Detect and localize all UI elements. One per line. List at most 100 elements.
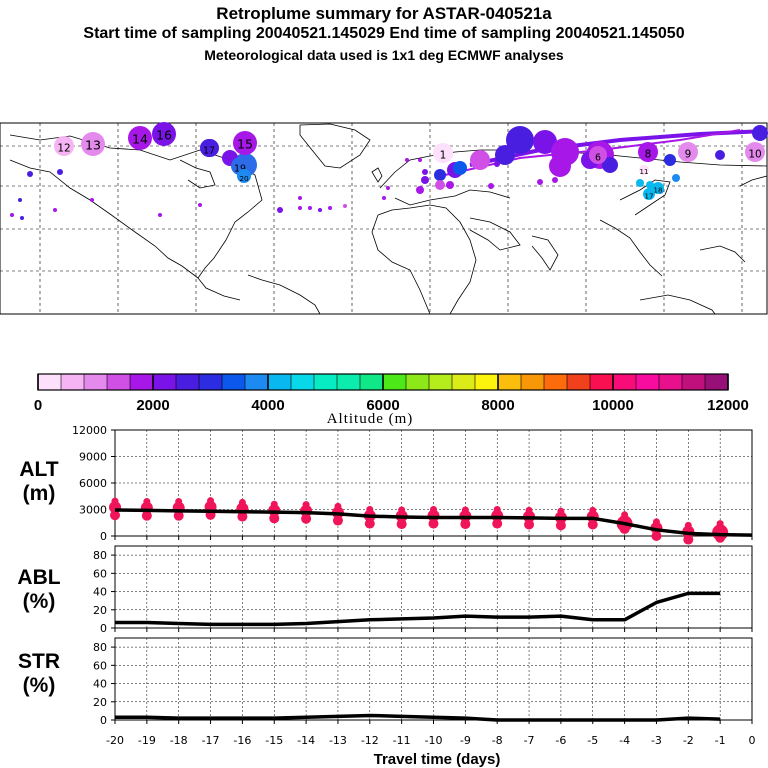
str-ytick-label: 20 [93,696,107,709]
alt-marker [366,506,374,513]
alt-marker [430,506,437,513]
colorbar-tick-labels: 0 2000 4000 6000 8000 10000 12000 [34,397,749,414]
colorbar-swatch [337,374,361,390]
colorbar-swatch [268,374,292,390]
alt-marker [141,510,152,521]
colorbar-swatch [498,374,522,390]
colorbar-swatch [659,374,683,390]
x-tick-label: -3 [651,734,662,747]
alt-marker [238,498,246,506]
plume-day-marker [81,132,105,156]
colorbar-swatch [314,374,338,390]
colorbar-swatch [682,374,706,390]
colorbar-swatch [383,374,407,390]
map-coastline [699,245,746,263]
alt-marker [460,519,471,530]
colorbar-tick-label: 4000 [251,397,284,414]
plume-dot [533,130,557,154]
abl-ytick-label: 0 [100,622,107,635]
map-coastline [247,274,321,315]
plume-day-marker [643,188,655,200]
map-coastline [179,159,216,189]
plume-day-marker [128,126,152,150]
colorbar-tick-label: 12000 [707,397,749,414]
alt-marker [110,510,120,521]
map-coastline [394,189,511,206]
plume-dot [53,208,57,212]
plume-dot [506,126,534,154]
alt-marker [651,531,662,541]
plume-dot [405,158,409,162]
abl-ytick-label: 80 [93,549,107,562]
x-tick-label: -14 [297,734,315,747]
map-coastline [299,123,371,169]
alt-marker [555,520,566,531]
plume-day-label: 16 [156,127,172,142]
str-ytick-label: 0 [100,714,107,727]
map-coastline [469,217,521,251]
x-tick-label: -17 [202,734,220,747]
x-tick-label: -12 [361,734,379,747]
plume-day-label: 1 [440,149,447,161]
alt-marker [587,519,598,530]
plume-dot [664,154,676,166]
plume-day-label: 17 [645,192,654,200]
alt-marker [302,501,310,509]
map-coastline [739,175,768,187]
x-tick-label: -9 [460,734,471,747]
abl-panel-unit: (%) [23,590,56,613]
map-coastline [371,167,383,183]
met-data-note: Meteorological data used is 1x1 deg ECMW… [204,47,564,63]
map-coastline [639,294,716,315]
colorbar-tick-label: 8000 [481,397,514,414]
plume-day-marker [678,142,698,162]
colorbar-swatch [452,374,476,390]
map-coastline [619,179,671,216]
plume-day-label: 6 [595,152,601,163]
plume-day-label: 12 [57,142,70,154]
map-coastline [599,219,663,277]
x-tick-label: -20 [106,734,124,747]
plume-day-marker [200,139,218,157]
plume-dot [416,186,424,194]
x-tick-label: -18 [170,734,188,747]
colorbar-swatch [153,374,177,390]
colorbar-swatch [567,374,591,390]
map-coastline [9,159,199,279]
plume-dot [386,186,390,190]
x-tick-label: -16 [233,734,251,747]
x-tick-label: -8 [492,734,503,747]
colorbar-swatch [130,374,154,390]
plume-dot [646,181,654,189]
alt-marker [712,524,729,541]
alt-marker [398,506,406,514]
plume-day-marker [237,169,251,183]
plume-dot [421,176,429,184]
alt-marker [143,498,151,506]
plume-day-marker [54,136,74,156]
alt-marker [332,515,343,526]
plume-dot [434,169,446,181]
plume-dot [90,198,94,202]
plume-dot [27,171,33,177]
time-series-panels: 030006000900012000020406080020406080-20-… [72,424,756,747]
plume-day-marker [233,131,257,155]
plume-dot [57,169,63,175]
plume-day-marker [652,182,664,194]
alt-marker [270,500,278,508]
x-tick-label: -15 [265,734,283,747]
plume-day-label: 17 [203,145,215,156]
plume-day-marker [589,146,607,164]
colorbar-swatch [38,374,62,390]
alt-marker [364,518,375,529]
plume-dot [488,183,494,189]
plume-day-label: 20 [239,174,249,183]
plume-dot [552,177,558,183]
plume-day-marker [638,142,658,162]
alt-marker [428,518,439,529]
alt-marker [111,497,119,505]
plume-day-marker [745,142,765,162]
abl-ytick-label: 60 [93,567,107,580]
alt-line [114,508,753,537]
